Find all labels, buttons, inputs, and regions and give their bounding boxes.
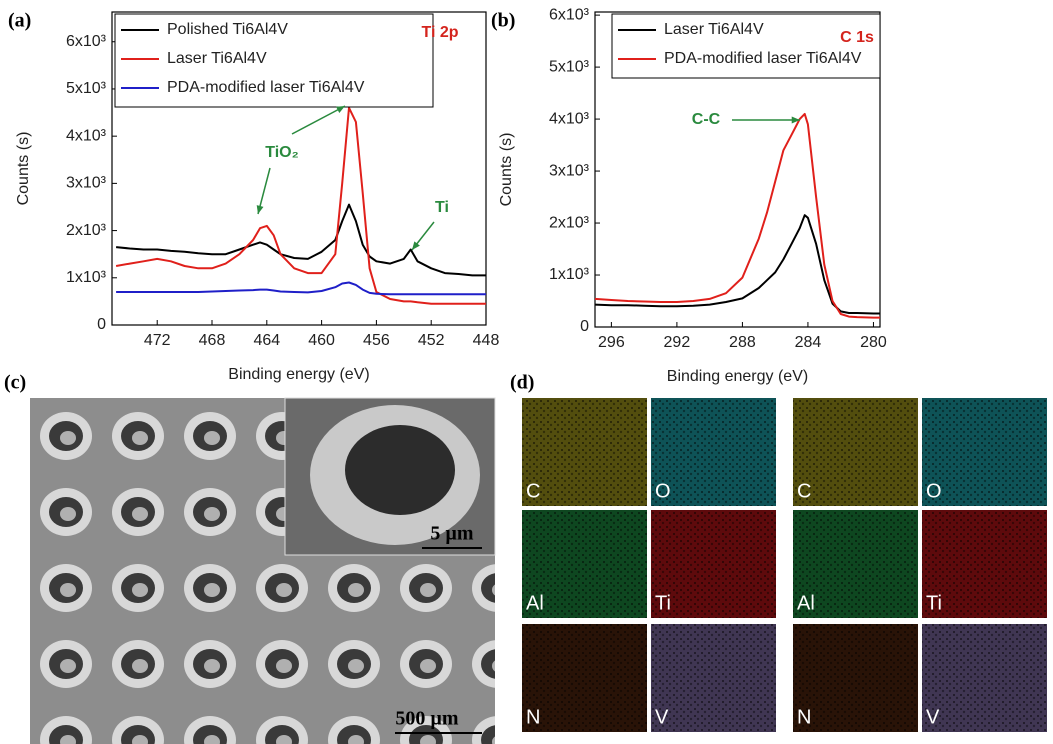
x-tick-label: 460	[308, 332, 335, 349]
y-tick-label: 4x10³	[66, 127, 107, 144]
eds-map-texture	[651, 624, 776, 732]
element-label: Ti	[926, 592, 942, 614]
element-label: V	[655, 706, 669, 728]
legend-label: Laser Ti6Al4V	[664, 21, 764, 38]
y-axis-label: Counts (s)	[498, 133, 515, 207]
x-tick-label: 464	[253, 332, 280, 349]
figure: 0 1x10³ 2x10³ 3x10³ 4x10³ 5x10³ 6x10³ 472 468 464…	[0, 0, 1053, 744]
x-tick-label: 288	[729, 334, 756, 351]
element-label: V	[926, 706, 940, 728]
legend-label: PDA-modified laser Ti6Al4V	[167, 79, 365, 96]
series-line	[116, 205, 486, 276]
y-tick-label: 6x10³	[549, 6, 590, 23]
panel-label: (c)	[4, 372, 26, 394]
x-tick-label: 472	[144, 332, 171, 349]
x-tick-label: 280	[860, 334, 887, 351]
annotation: Ti	[435, 199, 449, 216]
element-label: Al	[526, 592, 544, 614]
y-tick-label: 3x10³	[549, 162, 590, 179]
y-tick-label: 0	[580, 318, 589, 335]
eds-map-texture	[522, 398, 647, 506]
series-line	[116, 108, 486, 304]
eds-maps: C O Al Ti N V C O Al Ti N V	[522, 398, 1047, 732]
y-axis-label: Counts (s)	[15, 132, 32, 206]
y-tick-label: 2x10³	[549, 214, 590, 231]
x-tick-label: 452	[418, 332, 445, 349]
x-axis-label: Binding energy (eV)	[228, 366, 369, 383]
y-tick-label: 0	[97, 316, 106, 333]
x-tick-label: 284	[795, 334, 822, 351]
element-label: N	[526, 706, 540, 728]
panel-label: (b)	[491, 10, 515, 32]
y-tick-label: 6x10³	[66, 33, 107, 50]
x-tick-label: 456	[363, 332, 390, 349]
element-label: Ti	[655, 592, 671, 614]
y-tick-label: 5x10³	[549, 58, 590, 75]
series-line	[595, 215, 880, 313]
panel-label: (d)	[510, 372, 534, 394]
x-tick-label: 468	[199, 332, 226, 349]
x-tick-label: 296	[598, 334, 625, 351]
x-tick-label: 292	[664, 334, 691, 351]
annotation: C 1s	[840, 29, 874, 46]
series-line	[595, 114, 880, 318]
legend-label: Polished Ti6Al4V	[167, 21, 288, 38]
legend-label: Laser Ti6Al4V	[167, 50, 267, 67]
eds-map-texture	[793, 398, 918, 506]
y-tick-label: 1x10³	[66, 269, 107, 286]
element-label: Al	[797, 592, 815, 614]
scale-bar-label: 500 µm	[395, 708, 459, 730]
y-tick-label: 1x10³	[549, 266, 590, 283]
eds-map-texture	[922, 624, 1047, 732]
annotation: TiO₂	[265, 144, 298, 161]
legend-label: PDA-modified laser Ti6Al4V	[664, 50, 862, 67]
series-line	[116, 283, 486, 295]
element-label: C	[526, 480, 540, 502]
scale-bar-label: 5 µm	[430, 523, 474, 545]
eds-map-texture	[793, 624, 918, 732]
inset-pit-hole	[345, 425, 455, 515]
x-tick-label: 448	[473, 332, 500, 349]
eds-map-texture	[522, 624, 647, 732]
x-axis-label: Binding energy (eV)	[667, 368, 808, 385]
y-tick-label: 2x10³	[66, 222, 107, 239]
annotation: C-C	[692, 111, 721, 128]
annotation: Ti 2p	[421, 24, 458, 41]
element-label: O	[655, 480, 671, 502]
y-tick-label: 5x10³	[66, 80, 107, 97]
panel-label: (a)	[8, 10, 31, 32]
y-tick-label: 4x10³	[549, 110, 590, 127]
y-tick-label: 3x10³	[66, 175, 107, 192]
element-label: N	[797, 706, 811, 728]
charts: 0 1x10³ 2x10³ 3x10³ 4x10³ 5x10³ 6x10³ 472 468 464…	[8, 6, 887, 385]
element-label: O	[926, 480, 942, 502]
annotation-arrow	[292, 106, 345, 134]
element-label: C	[797, 480, 811, 502]
